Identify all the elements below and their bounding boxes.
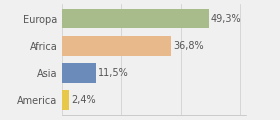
Text: 2,4%: 2,4% [71, 95, 96, 105]
Text: 49,3%: 49,3% [211, 14, 242, 24]
Text: 11,5%: 11,5% [98, 68, 129, 78]
Bar [62, 9, 209, 28]
Text: 36,8%: 36,8% [174, 41, 204, 51]
Bar [62, 36, 171, 56]
Bar [62, 90, 69, 110]
Bar [62, 63, 96, 83]
